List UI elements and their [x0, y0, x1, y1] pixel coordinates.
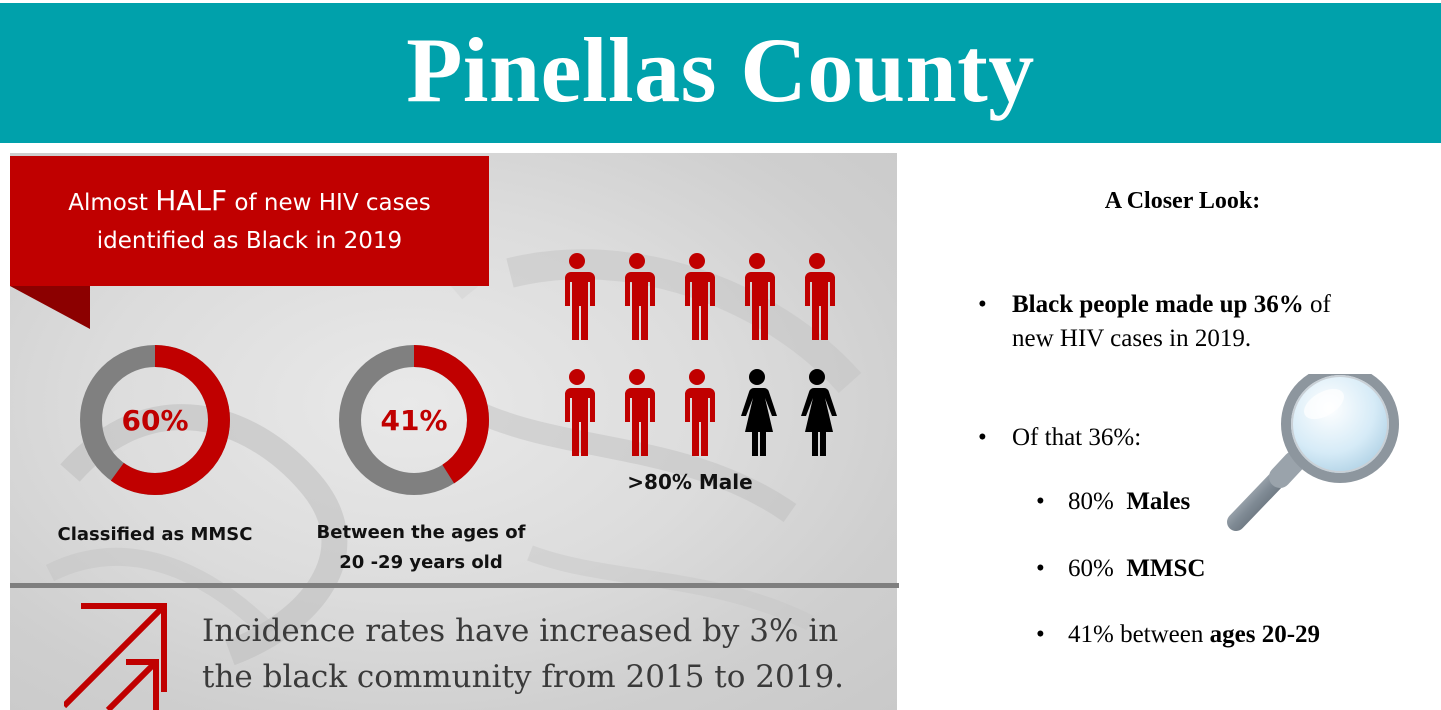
banner-line2: identified as Black in 2019	[96, 228, 403, 254]
bullet2-text: Of that 36%:	[1012, 424, 1142, 451]
incidence-line2: the black community from 2015 to 2019.	[202, 659, 845, 695]
sub-bullet-mmsc: • 60% MMSC	[1036, 555, 1206, 583]
sub2-bold: MMSC	[1126, 555, 1206, 582]
sub-bullet-males: • 80% Males	[1036, 488, 1191, 516]
bullet-dot: •	[1036, 621, 1045, 648]
donut-value-arc	[80, 345, 230, 495]
male-percent-caption: >80% Male	[627, 470, 753, 494]
donut-percent-label: 41%	[380, 403, 448, 437]
bullet1-rest: of	[1303, 291, 1331, 318]
donut-chart-ages: 41%	[338, 344, 490, 496]
banner-post: of new HIV cases	[227, 190, 431, 216]
page-title: Pinellas County	[406, 19, 1035, 121]
banner-text: Almost HALF of new HIV cases identified …	[68, 182, 430, 260]
donut-chart-mmsc: 60%	[79, 344, 231, 496]
donut-ring-mmsc	[80, 345, 230, 495]
bullet-dot: •	[978, 291, 987, 318]
headline-banner: Almost HALF of new HIV cases identified …	[10, 156, 489, 286]
ages-caption-line2: 20 -29 years old	[339, 552, 503, 573]
bullet-dot: •	[1036, 488, 1045, 515]
header-bar: Pinellas County	[0, 3, 1441, 143]
increase-arrow-icon	[64, 603, 167, 710]
banner-pre: Almost	[68, 190, 156, 216]
closer-look-title: A Closer Look:	[1104, 188, 1261, 214]
section-divider	[10, 583, 899, 588]
magnifying-glass-icon	[1227, 374, 1399, 531]
male-person-icon	[625, 369, 655, 456]
donut-percent-label: 60%	[121, 403, 189, 437]
bullet1-bold: Black people made up 36%	[1012, 291, 1304, 318]
male-person-icon	[685, 369, 715, 456]
bullet-dot: •	[1036, 555, 1045, 582]
donut-value-arc	[339, 345, 489, 495]
sub3-value: 41% between	[1068, 621, 1210, 648]
sub1-bold: Males	[1126, 488, 1191, 515]
male-person-icon	[685, 253, 715, 340]
bullet-black-share: • Black people made up 36% of new HIV ca…	[978, 288, 1412, 356]
bullet1-line2: new HIV cases in 2019.	[1012, 325, 1252, 352]
male-person-icon	[565, 369, 595, 456]
ages-caption-line1: Between the ages of	[316, 522, 526, 543]
female-person-icon	[741, 369, 777, 456]
sub1-value: 80%	[1068, 488, 1127, 515]
sub-bullet-ages: • 41% between ages 20-29	[1036, 621, 1321, 649]
male-person-icon	[565, 253, 595, 340]
banner-fold	[10, 286, 90, 329]
incidence-line1: Incidence rates have increased by 3% in	[202, 613, 839, 649]
banner-emphasis: HALF	[155, 184, 228, 217]
incidence-statement: Incidence rates have increased by 3% in …	[202, 608, 882, 700]
donut-ring-ages	[339, 345, 489, 495]
male-person-icon	[745, 253, 775, 340]
bullet-dot: •	[978, 424, 987, 451]
sub3-bold: ages 20-29	[1209, 621, 1321, 648]
male-person-icon	[805, 253, 835, 340]
sub2-value: 60%	[1068, 555, 1127, 582]
male-person-icon	[625, 253, 655, 340]
mmsc-caption: Classified as MMSC	[57, 524, 253, 545]
female-person-icon	[801, 369, 837, 456]
bullet-of-that: • Of that 36%:	[978, 421, 1312, 455]
ages-caption: Between the ages of 20 -29 years old	[296, 518, 546, 578]
